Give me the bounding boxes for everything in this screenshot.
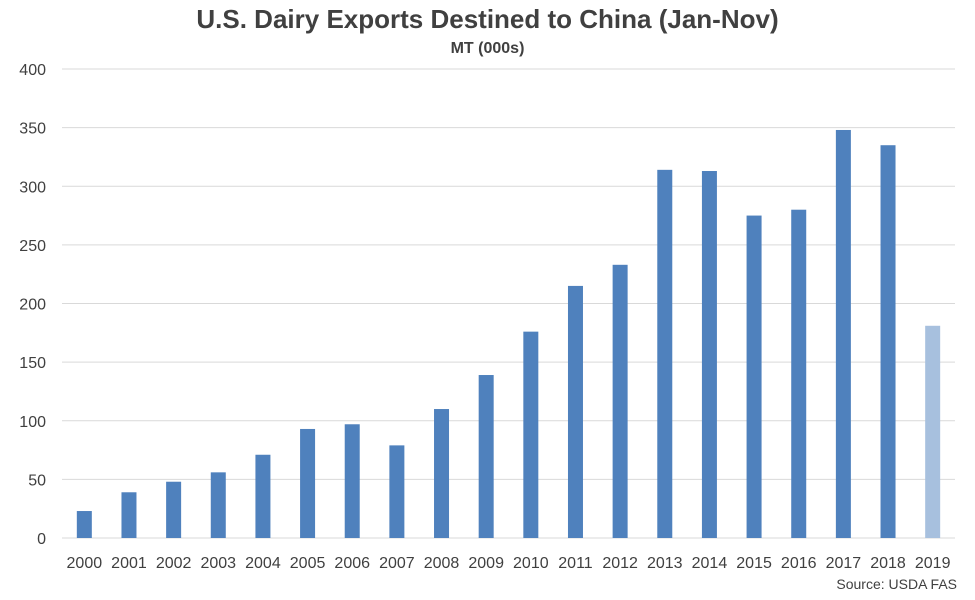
- x-tick-label: 2019: [915, 555, 951, 572]
- bar-2019: [925, 325, 941, 538]
- x-tick-label: 2014: [692, 555, 728, 572]
- bar-2001: [121, 492, 137, 538]
- x-tick-label: 2016: [781, 555, 817, 572]
- bar-2002: [166, 481, 182, 538]
- x-tick-label: 2018: [870, 555, 906, 572]
- x-tick-label: 2015: [736, 555, 772, 572]
- x-axis-ticks: 2000 2001 2002 2003 2004 2005 2006 2007 2008 2009…: [67, 555, 951, 572]
- y-tick-label: 350: [19, 121, 46, 138]
- bar-2015: [746, 215, 762, 538]
- x-tick-label: 2004: [245, 555, 281, 572]
- x-tick-label: 2006: [334, 555, 370, 572]
- gridlines: [62, 68, 955, 539]
- y-axis-ticks: 0 50 100 150 200 250 300 350 400: [19, 62, 46, 548]
- y-tick-label: 150: [19, 355, 46, 372]
- x-tick-label: 2010: [513, 555, 549, 572]
- bar-2007: [389, 445, 405, 538]
- y-tick-label: 400: [19, 62, 46, 79]
- chart-subtitle: MT (000s): [450, 40, 525, 57]
- bar-2014: [701, 171, 717, 538]
- x-tick-label: 2017: [826, 555, 862, 572]
- y-tick-label: 100: [19, 414, 46, 431]
- x-tick-label: 2002: [156, 555, 192, 572]
- x-tick-label: 2013: [647, 555, 683, 572]
- bar-2004: [255, 454, 271, 538]
- bar-2017: [835, 129, 851, 538]
- bar-2018: [880, 145, 896, 538]
- bar-2010: [523, 331, 539, 538]
- bar-2012: [612, 264, 628, 538]
- bar-2003: [210, 472, 226, 538]
- source-note: Source: USDA FAS: [836, 576, 957, 592]
- x-tick-label: 2009: [468, 555, 504, 572]
- x-tick-label: 2005: [290, 555, 326, 572]
- bar-2006: [344, 424, 360, 538]
- y-tick-label: 50: [28, 472, 46, 489]
- bar-2000: [76, 511, 92, 538]
- bar-2009: [478, 375, 494, 538]
- y-tick-label: 250: [19, 238, 46, 255]
- x-tick-label: 2008: [424, 555, 460, 572]
- bar-2016: [791, 209, 807, 538]
- x-tick-label: 2001: [111, 555, 147, 572]
- bar-2011: [567, 285, 583, 538]
- x-tick-label: 2000: [67, 555, 103, 572]
- bars: [76, 129, 941, 538]
- x-tick-label: 2003: [200, 555, 236, 572]
- x-tick-label: 2007: [379, 555, 415, 572]
- x-tick-label: 2012: [602, 555, 638, 572]
- y-tick-label: 200: [19, 297, 46, 314]
- x-tick-label: 2011: [558, 555, 593, 572]
- y-tick-label: 300: [19, 179, 46, 196]
- bar-2008: [434, 409, 450, 538]
- y-tick-label: 0: [37, 531, 46, 548]
- chart-title: U.S. Dairy Exports Destined to China (Ja…: [196, 4, 779, 34]
- bar-2005: [300, 428, 316, 538]
- bar-2013: [657, 169, 673, 538]
